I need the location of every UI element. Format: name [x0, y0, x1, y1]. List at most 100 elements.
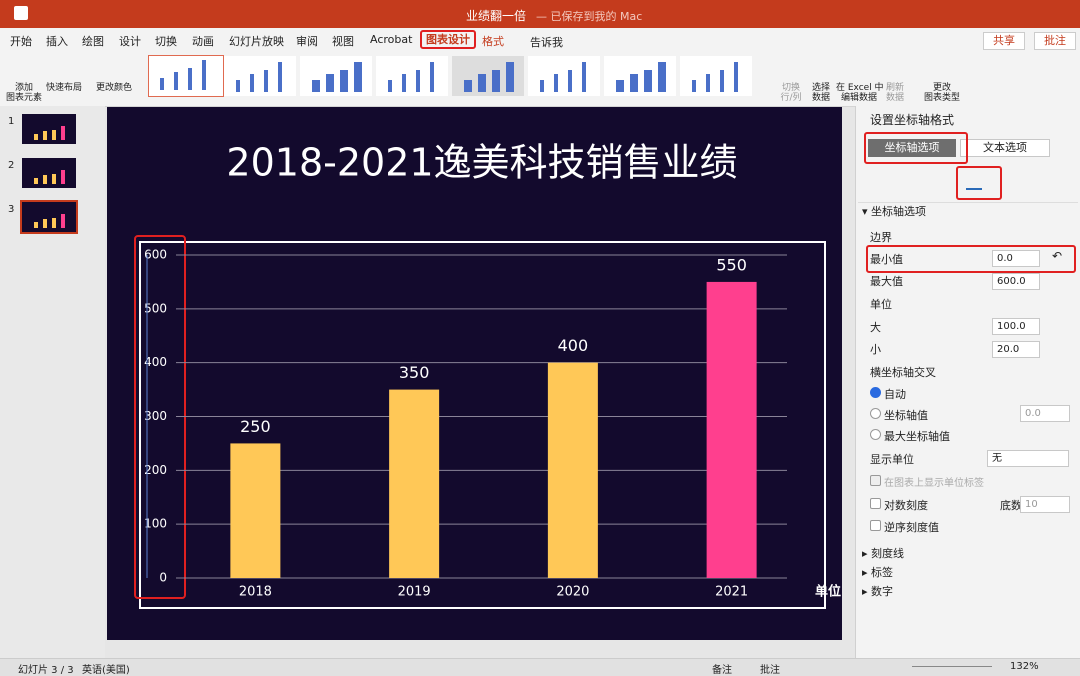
slide-thumbnail[interactable] — [22, 158, 76, 188]
radio[interactable] — [870, 429, 881, 440]
ribbon-tab[interactable]: 视图 — [332, 35, 354, 48]
y-tick-label: 400 — [144, 355, 167, 369]
tell-me[interactable]: 告诉我 — [530, 36, 563, 49]
app-icon[interactable] — [14, 6, 28, 20]
label: 刷新 — [885, 83, 904, 93]
checkbox[interactable] — [870, 475, 881, 486]
style-bar — [720, 70, 724, 92]
axis-icon[interactable] — [966, 174, 982, 190]
style-bar — [250, 74, 254, 92]
reset-button[interactable]: ↶ — [1052, 249, 1063, 263]
chart-title: 2018-2021逸美科技销售业绩 — [226, 141, 737, 185]
label: 数字 — [871, 585, 894, 598]
label: 单位 — [870, 298, 892, 311]
x-tick-label: 2021 — [715, 585, 748, 600]
style-bar — [278, 62, 282, 92]
tab-axis-options[interactable]: 坐标轴选项 — [868, 139, 956, 157]
label: 切换 — [781, 83, 800, 93]
section-header[interactable]: ▸ 数字 — [862, 585, 894, 598]
units-select[interactable]: 无 — [987, 450, 1069, 467]
status-language: 英语(美国) — [82, 665, 130, 676]
comments-status-button[interactable]: 批注 — [760, 665, 780, 676]
chart-style[interactable] — [224, 56, 296, 96]
change-colors[interactable]: 更改颜色 — [95, 83, 132, 93]
style-bar — [326, 74, 334, 92]
tab-bar — [0, 28, 1080, 52]
slide-number: 3 — [8, 204, 15, 215]
style-bar — [416, 70, 420, 92]
notes-button[interactable]: 备注 — [712, 665, 732, 676]
ribbon-tab[interactable]: 图表设计 — [420, 30, 476, 49]
chart-style[interactable] — [452, 56, 524, 96]
style-bar — [188, 68, 192, 90]
bar — [230, 443, 281, 578]
ribbon-tab[interactable]: 幻灯片放映 — [229, 35, 284, 48]
thumbnail-pane — [0, 106, 105, 658]
slide-thumbnail[interactable] — [20, 200, 78, 234]
section-header[interactable]: ▾ 坐标轴选项 — [862, 205, 927, 218]
chart-style[interactable] — [376, 56, 448, 96]
thumb-bar — [43, 175, 47, 184]
ribbon-tab[interactable]: 设计 — [119, 35, 141, 48]
tab-text-options[interactable]: 文本选项 — [960, 139, 1050, 157]
ribbon-tab[interactable]: 绘图 — [82, 35, 104, 48]
x-tick-label: 2018 — [239, 585, 272, 600]
data-label: 250 — [240, 417, 271, 436]
zoom-level[interactable]: 132% — [1010, 661, 1039, 672]
radio[interactable] — [870, 408, 881, 419]
ribbon-tab[interactable]: 格式 — [482, 35, 504, 48]
chart-style[interactable] — [680, 56, 752, 96]
chart-style[interactable] — [300, 56, 372, 96]
status-bar — [0, 658, 1080, 676]
select-data[interactable]: 选择 数据 — [806, 83, 836, 103]
label: 添加 — [14, 83, 33, 93]
label: 横坐标轴交叉 — [870, 366, 936, 379]
quick-layout[interactable]: 快速布局 — [45, 83, 82, 93]
label: 数据 — [885, 93, 904, 103]
radio[interactable] — [870, 387, 881, 398]
ribbon-tab[interactable]: 切换 — [155, 35, 177, 48]
min-input[interactable]: 0.0 — [992, 250, 1040, 267]
chart-style[interactable] — [528, 56, 600, 96]
minor-input[interactable]: 20.0 — [992, 341, 1040, 358]
style-bar — [554, 74, 558, 92]
zoom-slider[interactable] — [912, 666, 992, 667]
checkbox[interactable] — [870, 520, 881, 531]
slide-thumbnail[interactable] — [22, 114, 76, 144]
edit-excel[interactable]: 在 Excel 中编辑数据 — [836, 83, 884, 103]
ribbon-tab[interactable]: 动画 — [192, 35, 214, 48]
change-type[interactable]: 更改 图表类型 — [920, 83, 964, 103]
chart: 2018-2021逸美科技销售业绩 单位: 0 100 200 300 400 500 60… — [134, 141, 842, 609]
ribbon-tab[interactable]: 开始 — [10, 35, 32, 48]
label: 对数刻度 — [884, 499, 928, 512]
major-input[interactable]: 100.0 — [992, 318, 1040, 335]
style-bar — [692, 80, 696, 92]
ribbon-tab[interactable]: Acrobat — [370, 33, 413, 46]
style-bar — [174, 72, 178, 90]
section-header[interactable]: ▸ 刻度线 — [862, 547, 905, 560]
ribbon-tab[interactable]: 插入 — [46, 35, 68, 48]
comments-button[interactable]: 批注 — [1034, 32, 1076, 50]
base-input[interactable]: 10 — [1020, 496, 1070, 513]
y-tick-label: 500 — [144, 301, 167, 315]
ribbon-tab[interactable]: 审阅 — [296, 35, 318, 48]
share-button[interactable]: 共享 — [983, 32, 1025, 50]
chart-style[interactable] — [604, 56, 676, 96]
slide: 2018-2021逸美科技销售业绩 单位: 0 100 200 300 400 500 60… — [107, 107, 842, 640]
x-tick-label: 2019 — [398, 585, 431, 600]
checkbox[interactable] — [870, 498, 881, 509]
add-element[interactable]: 添加 图表元素 — [6, 83, 42, 103]
refresh-data[interactable]: 刷新 数据 — [880, 83, 910, 103]
bar — [389, 389, 440, 578]
thumb-bar — [34, 222, 38, 228]
style-1[interactable] — [148, 55, 224, 97]
cross-input[interactable]: 0.0 — [1020, 405, 1070, 422]
chart-frame[interactable] — [139, 241, 826, 609]
max-input[interactable]: 600.0 — [992, 273, 1040, 290]
thumb-bar — [61, 126, 65, 140]
style-bar — [402, 74, 406, 92]
section-header[interactable]: ▸ 标签 — [862, 566, 894, 579]
switch-row-col[interactable]: 切换 行/列 — [776, 83, 806, 103]
label: 坐标轴选项 — [871, 205, 927, 218]
y-tick-label: 100 — [144, 517, 167, 531]
